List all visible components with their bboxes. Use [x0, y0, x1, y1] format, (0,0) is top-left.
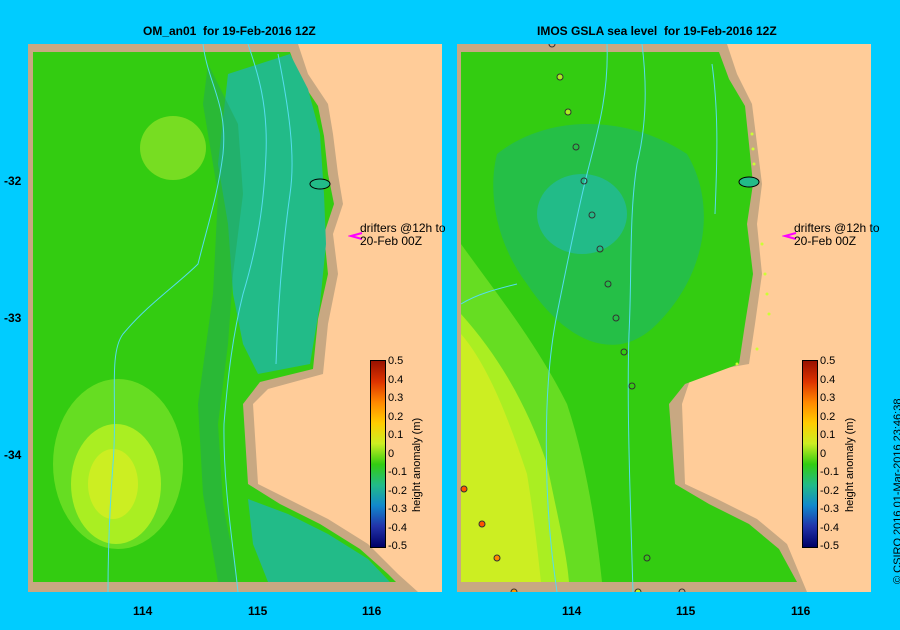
x-tick-label: 114: [562, 604, 582, 618]
drifter-arrow-icon: [348, 232, 363, 240]
x-tick-label: 116: [362, 604, 382, 618]
colorbar-tick-label: -0.1: [388, 466, 407, 478]
x-tick-label: 115: [676, 604, 696, 618]
drifter-arrow-icon: [782, 232, 797, 240]
x-tick-label: 114: [133, 604, 153, 618]
colorbar-tick-label: -0.4: [388, 521, 407, 534]
colorbar-tick-label: -0.3: [388, 503, 407, 515]
colorbar-tick-label: 0.5: [820, 355, 836, 367]
colorbar-tick-label: 0.1: [388, 429, 404, 441]
colorbar-tick-label: 0.2: [388, 410, 404, 423]
right-map-panel: [457, 44, 871, 592]
colorbar-tick-label: 0: [820, 447, 827, 460]
colorbar-tick-label: -0.3: [820, 503, 839, 515]
colorbar-tick-label: -0.5: [820, 540, 839, 552]
colorbar-tick-label: -0.2: [388, 484, 407, 497]
left-map-panel: [28, 44, 442, 592]
colorbar-tick-label: -0.2: [820, 484, 839, 497]
x-tick-label: 115: [248, 604, 268, 618]
left-colorbar: [370, 360, 386, 548]
colorbar-tick-label: 0.3: [820, 392, 836, 404]
colorbar-tick-label: -0.1: [820, 466, 839, 478]
right-panel-title: IMOS GSLA sea level for 19-Feb-2016 12Z: [537, 24, 777, 38]
left-panel-title: OM_an01 for 19-Feb-2016 12Z: [143, 24, 316, 38]
colorbar-tick-label: 0.4: [388, 373, 404, 386]
colorbar-tick-label: -0.4: [820, 521, 839, 534]
y-tick-label: -33: [4, 311, 22, 325]
colorbar-tick-label: 0.3: [388, 392, 404, 404]
credit-text: © CSIRO 2016 01-Mar-2016 23:46:38: [892, 398, 900, 584]
drifters-note-right: drifters @12h to 20-Feb 00Z: [794, 221, 880, 248]
colorbar-tick-label: 0: [388, 447, 395, 460]
colorbar-tick-label: 0.1: [820, 429, 836, 441]
colorbar-tick-label: 0.5: [388, 355, 404, 367]
left-colorbar-title: height anomaly (m): [411, 417, 423, 512]
y-tick-label: -32: [4, 174, 22, 188]
right-colorbar: [802, 360, 818, 548]
right-colorbar-title: height anomaly (m): [844, 417, 856, 512]
colorbar-tick-label: 0.2: [820, 410, 836, 423]
colorbar-tick-label: 0.4: [820, 373, 836, 386]
y-tick-label: -34: [4, 448, 22, 462]
colorbar-tick-label: -0.5: [388, 540, 407, 552]
drifters-note-left: drifters @12h to 20-Feb 00Z: [360, 221, 446, 248]
x-tick-label: 116: [791, 604, 811, 618]
